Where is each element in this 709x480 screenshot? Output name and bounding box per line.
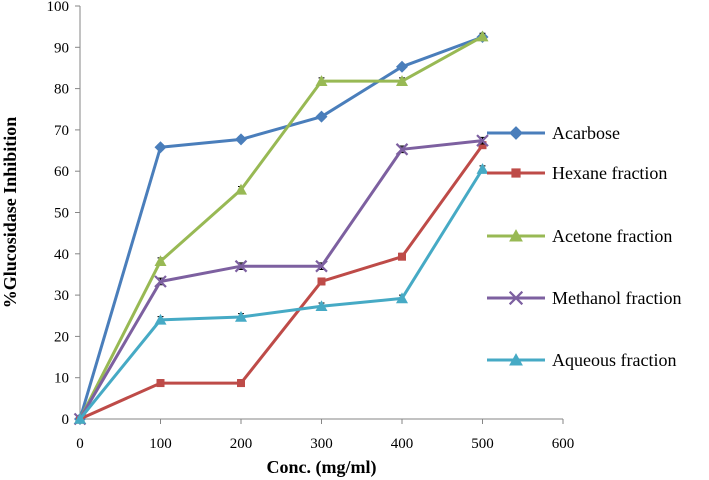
series-line (79, 144, 484, 421)
legend-label: Acetone fraction (552, 226, 672, 246)
triangle-marker (476, 30, 489, 42)
series-hexane-fraction (76, 141, 487, 423)
series-acarbose (74, 30, 489, 425)
y-tick-label: 20 (54, 329, 69, 345)
triangle-marker (315, 300, 328, 312)
diamond-marker (509, 126, 523, 140)
x-tick-label: 0 (76, 436, 84, 452)
series-line (78, 168, 484, 420)
y-tick-label: 70 (54, 123, 69, 139)
series-line (78, 35, 484, 420)
y-tick-label: 10 (54, 371, 69, 387)
square-marker (317, 277, 326, 286)
legend-label: Aqueous fraction (552, 350, 676, 370)
square-marker (237, 379, 245, 388)
series-line (78, 139, 483, 420)
diamond-marker (154, 141, 167, 154)
series-layer (73, 30, 489, 426)
y-tick-label: 60 (54, 164, 69, 180)
diamond-marker (396, 60, 408, 73)
y-tick-label: 30 (54, 288, 69, 304)
y-tick-label: 100 (47, 0, 70, 15)
y-tick-label: 90 (54, 40, 69, 56)
triangle-marker (509, 353, 523, 366)
y-tick-label: 50 (54, 206, 69, 222)
triangle-marker (509, 229, 523, 242)
legend: Acarbose Hexane fraction Acetone fraction M… (487, 123, 681, 370)
x-tick-label: 100 (149, 436, 172, 452)
x-tick-label: 600 (552, 436, 575, 452)
legend-label: Methanol fraction (552, 288, 681, 308)
triangle-marker (396, 292, 408, 304)
x-tick-label: 500 (471, 436, 494, 452)
x-tick-label: 200 (230, 436, 253, 452)
x-marker (315, 259, 328, 273)
x-marker (154, 275, 167, 288)
triangle-marker (396, 75, 408, 86)
x-marker (476, 134, 489, 147)
legend-label: Acarbose (552, 123, 620, 143)
x-marker (395, 143, 409, 156)
axes: 0 10 20 30 40 50 60 70 80 90 100 0 100 200 300 400 500 60… (47, 0, 575, 452)
series-aqueous-fraction (74, 163, 489, 424)
triangle-marker (154, 313, 167, 325)
square-marker (398, 252, 406, 261)
y-tick-label: 0 (62, 412, 70, 428)
legend-item: Acarbose (487, 123, 620, 143)
triangle-marker (315, 75, 328, 86)
legend-item: Methanol fraction (487, 288, 681, 308)
x-axis-title: Conc. (mg/ml) (267, 457, 377, 478)
legend-label: Hexane fraction (552, 163, 667, 183)
triangle-marker (154, 255, 167, 267)
square-marker (156, 379, 165, 388)
triangle-marker (74, 413, 86, 424)
y-tick-label: 80 (54, 82, 69, 98)
legend-item: Acetone fraction (487, 226, 672, 246)
legend-item: Aqueous fraction (487, 350, 676, 370)
y-axis-title: %Glucosidase Inhibition (0, 117, 20, 309)
triangle-marker (476, 163, 489, 174)
x-marker (508, 290, 524, 306)
x-tick-label: 300 (310, 436, 333, 452)
diamond-marker (235, 133, 247, 146)
x-tick-label: 400 (391, 436, 414, 452)
square-marker (511, 168, 521, 178)
x-marker (234, 259, 248, 273)
triangle-marker (235, 183, 247, 195)
legend-item: Hexane fraction (487, 163, 667, 183)
series-line (78, 35, 484, 420)
y-tick-label: 40 (54, 247, 69, 263)
triangle-marker (235, 310, 247, 322)
square-marker (478, 141, 487, 150)
series-methanol-fraction (73, 134, 489, 426)
diamond-marker (315, 110, 328, 123)
